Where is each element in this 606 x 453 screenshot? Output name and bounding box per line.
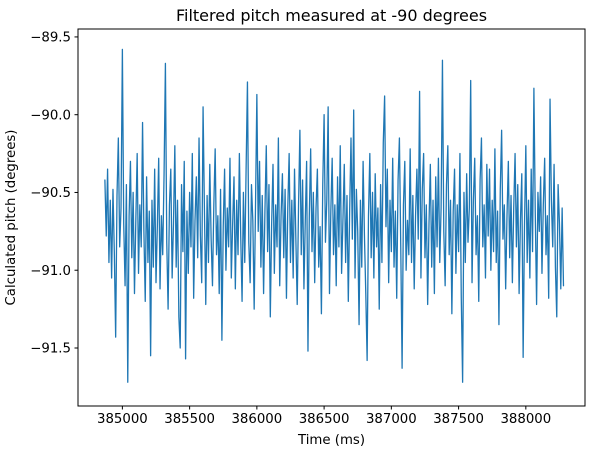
y-tick-label: −89.5	[30, 31, 71, 46]
x-tick-label: 386000	[231, 412, 282, 427]
x-axis-label: Time (ms)	[297, 433, 365, 448]
y-tick-label: −90.5	[30, 186, 71, 201]
axes-spines	[77, 28, 586, 407]
y-axis-ticks: −89.5 −90.0 −90.5 −91.0 −91.5	[30, 31, 78, 357]
x-tick-label: 385500	[164, 412, 215, 427]
y-tick-label: −91.5	[30, 342, 71, 357]
y-tick-label: −90.0	[30, 108, 71, 123]
line-series-filtered-pitch	[104, 48, 565, 383]
x-tick-label: 387000	[366, 412, 417, 427]
x-tick-label: 386500	[299, 412, 350, 427]
x-axis-ticks: 385000 385500 386000 386500 387000 387500 3880…	[97, 406, 551, 427]
x-tick-label: 388000	[500, 412, 551, 427]
chart-title: Filtered pitch measured at -90 degrees	[176, 6, 487, 25]
x-tick-label: 385000	[97, 412, 148, 427]
y-axis-label: Calculated pitch (degrees)	[4, 130, 19, 306]
y-tick-label: −91.0	[30, 264, 71, 279]
x-tick-label: 387500	[433, 412, 484, 427]
